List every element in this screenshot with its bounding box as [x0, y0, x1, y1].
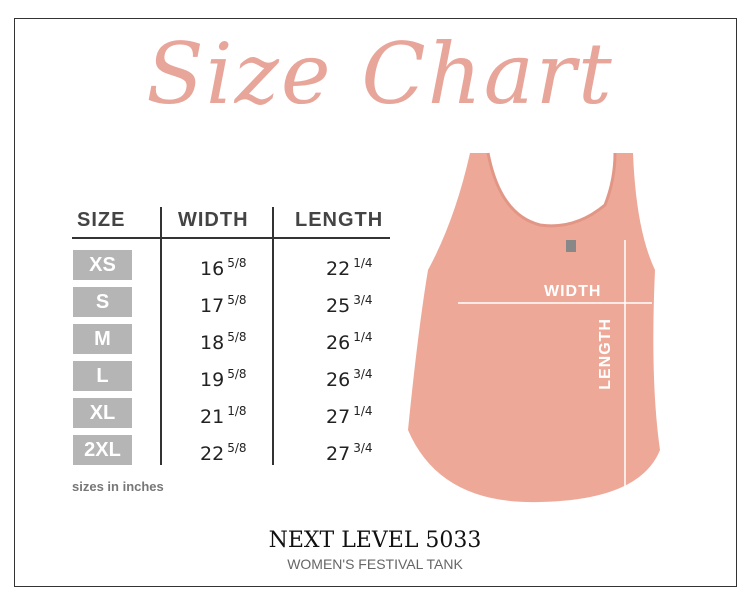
length-value: 22 1/4 [326, 256, 373, 280]
width-whole: 16 [200, 258, 225, 280]
width-fraction: 5/8 [227, 441, 247, 455]
width-fraction: 5/8 [227, 367, 247, 381]
width-label: WIDTH [544, 283, 602, 300]
neck-label [566, 240, 576, 252]
width-value: 21 1/8 [200, 404, 247, 428]
width-fraction: 5/8 [227, 256, 247, 270]
column-divider [272, 207, 274, 465]
size-label: M [73, 324, 132, 354]
length-whole: 26 [326, 332, 351, 354]
brand-name: NEXT LEVEL 5033 [268, 528, 482, 553]
frame-border [14, 18, 737, 587]
width-whole: 18 [200, 332, 225, 354]
width-fraction: 5/8 [227, 293, 247, 307]
length-value: 25 3/4 [326, 293, 373, 317]
width-whole: 22 [200, 443, 225, 465]
length-fraction: 3/4 [353, 441, 373, 455]
length-whole: 26 [326, 369, 351, 391]
width-whole: 17 [200, 295, 225, 317]
length-whole: 22 [326, 258, 351, 280]
length-fraction: 1/4 [353, 256, 373, 270]
width-value: 19 5/8 [200, 367, 247, 391]
product-name: WOMEN'S FESTIVAL TANK [287, 556, 463, 572]
length-whole: 25 [326, 295, 351, 317]
size-label: L [73, 361, 132, 391]
length-value: 26 1/4 [326, 330, 373, 354]
length-whole: 27 [326, 443, 351, 465]
size-label: XL [73, 398, 132, 428]
units-note: sizes in inches [72, 479, 164, 494]
column-divider [160, 207, 162, 465]
width-whole: 19 [200, 369, 225, 391]
header-size: SIZE [77, 209, 126, 231]
length-fraction: 1/4 [353, 330, 373, 344]
length-whole: 27 [326, 406, 351, 428]
width-value: 22 5/8 [200, 441, 247, 465]
size-label: 2XL [73, 435, 132, 465]
length-fraction: 1/4 [353, 404, 373, 418]
neckline [486, 152, 617, 228]
page-title: Size Chart [146, 25, 614, 123]
length-value: 27 3/4 [326, 441, 373, 465]
width-whole: 21 [200, 406, 225, 428]
length-fraction: 3/4 [353, 293, 373, 307]
length-value: 27 1/4 [326, 404, 373, 428]
length-fraction: 3/4 [353, 367, 373, 381]
length-value: 26 3/4 [326, 367, 373, 391]
header-divider [72, 237, 390, 239]
width-value: 18 5/8 [200, 330, 247, 354]
tank-top-shape [408, 153, 660, 503]
length-label: LENGTH [597, 318, 614, 390]
header-length: LENGTH [295, 209, 384, 231]
width-fraction: 1/8 [227, 404, 247, 418]
width-value: 16 5/8 [200, 256, 247, 280]
width-fraction: 5/8 [227, 330, 247, 344]
size-label: XS [73, 250, 132, 280]
width-value: 17 5/8 [200, 293, 247, 317]
header-width: WIDTH [178, 209, 249, 231]
size-label: S [73, 287, 132, 317]
